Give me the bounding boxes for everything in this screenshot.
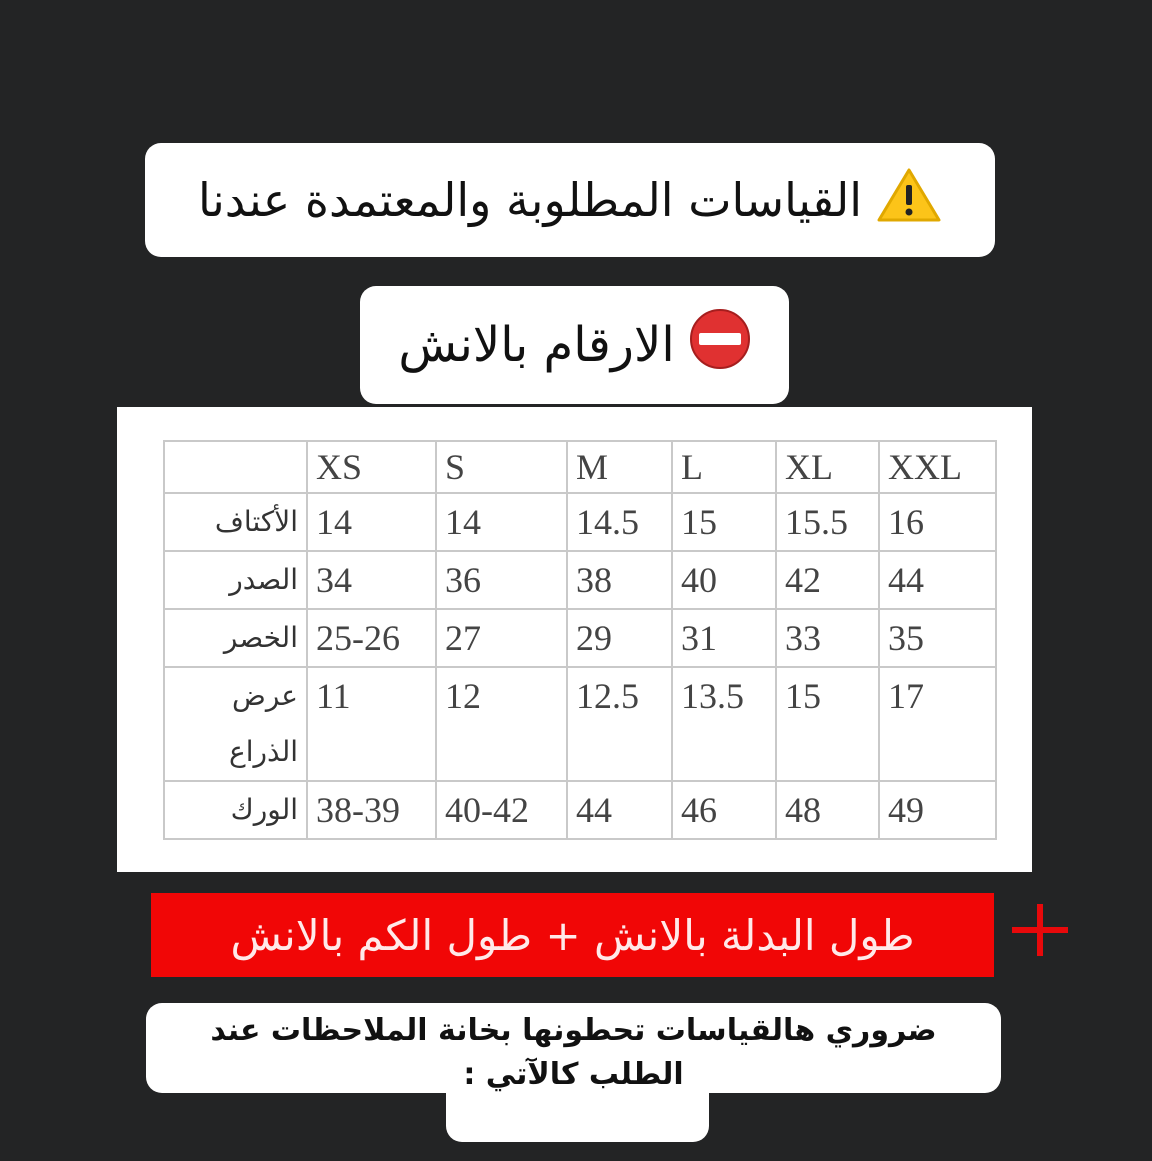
size-chart-panel: XS S M L XL XXL الأكتاف 14 14 14.5 15 15.5 16 ا… [117,407,1032,872]
title-banner: القياسات المطلوبة والمعتمدة عندنا [145,143,995,257]
length-banner: طول البدلة بالانش + طول الكم بالانش [151,893,994,977]
table-cell: 44 [566,780,673,840]
banner-text: طول البدلة بالانش + طول الكم بالانش [230,910,915,960]
row-label: الورك [163,780,308,840]
table-cell: 48 [775,780,880,840]
header-cell: XL [775,440,880,494]
table-row: الأكتاف 14 14 14.5 15 15.5 16 [163,492,997,552]
table-cell: 34 [306,550,437,610]
header-cell: M [566,440,673,494]
table-cell: 49 [878,780,997,840]
table-cell: 12 [435,666,568,782]
table-cell: 35 [878,608,997,668]
table-row: الورك 38-39 40-42 44 46 48 49 [163,780,997,840]
table-cell: 15 [775,666,880,782]
note-line-2: الطلب كالآتي : [463,1057,684,1092]
row-label: الأكتاف [163,492,308,552]
table-row: الخصر 25-26 27 29 31 33 35 [163,608,997,668]
row-label: عرض الذراع [163,666,308,782]
table-cell: 17 [878,666,997,782]
plus-icon [1010,900,1070,960]
title-text: القياسات المطلوبة والمعتمدة عندنا [197,173,863,227]
table-cell: 14 [435,492,568,552]
units-text: الارقام بالانش [398,317,675,373]
table-cell: 13.5 [671,666,777,782]
header-cell [163,440,308,494]
table-cell: 25-26 [306,608,437,668]
header-cell: L [671,440,777,494]
header-cell: XXL [878,440,997,494]
table-cell: 14 [306,492,437,552]
note-box: ضروري هالقياسات تحطونها بخانة الملاحظات … [146,1003,1001,1093]
table-cell: 36 [435,550,568,610]
table-row: الصدر 34 36 38 40 42 44 [163,550,997,610]
table-cell: 31 [671,608,777,668]
table-cell: 27 [435,608,568,668]
table-cell: 15.5 [775,492,880,552]
table-cell: 42 [775,550,880,610]
table-cell: 16 [878,492,997,552]
warning-icon [876,167,942,234]
row-label: الخصر [163,608,308,668]
table-cell: 38-39 [306,780,437,840]
header-cell: XS [306,440,437,494]
size-chart-table: XS S M L XL XXL الأكتاف 14 14 14.5 15 15.5 16 ا… [163,440,997,840]
table-header-row: XS S M L XL XXL [163,440,997,494]
table-cell: 12.5 [566,666,673,782]
table-cell: 44 [878,550,997,610]
units-banner: الارقام بالانش [360,286,789,404]
table-cell: 38 [566,550,673,610]
row-label: الصدر [163,550,308,610]
table-cell: 40 [671,550,777,610]
header-cell: S [435,440,568,494]
table-cell: 29 [566,608,673,668]
no-entry-icon [689,308,751,382]
table-cell: 46 [671,780,777,840]
table-row: عرض الذراع 11 12 12.5 13.5 15 17 [163,666,997,782]
note-line-1: ضروري هالقياسات تحطونها بخانة الملاحظات … [210,1013,937,1048]
table-cell: 14.5 [566,492,673,552]
table-cell: 40-42 [435,780,568,840]
table-cell: 33 [775,608,880,668]
table-cell: 11 [306,666,437,782]
table-cell: 15 [671,492,777,552]
